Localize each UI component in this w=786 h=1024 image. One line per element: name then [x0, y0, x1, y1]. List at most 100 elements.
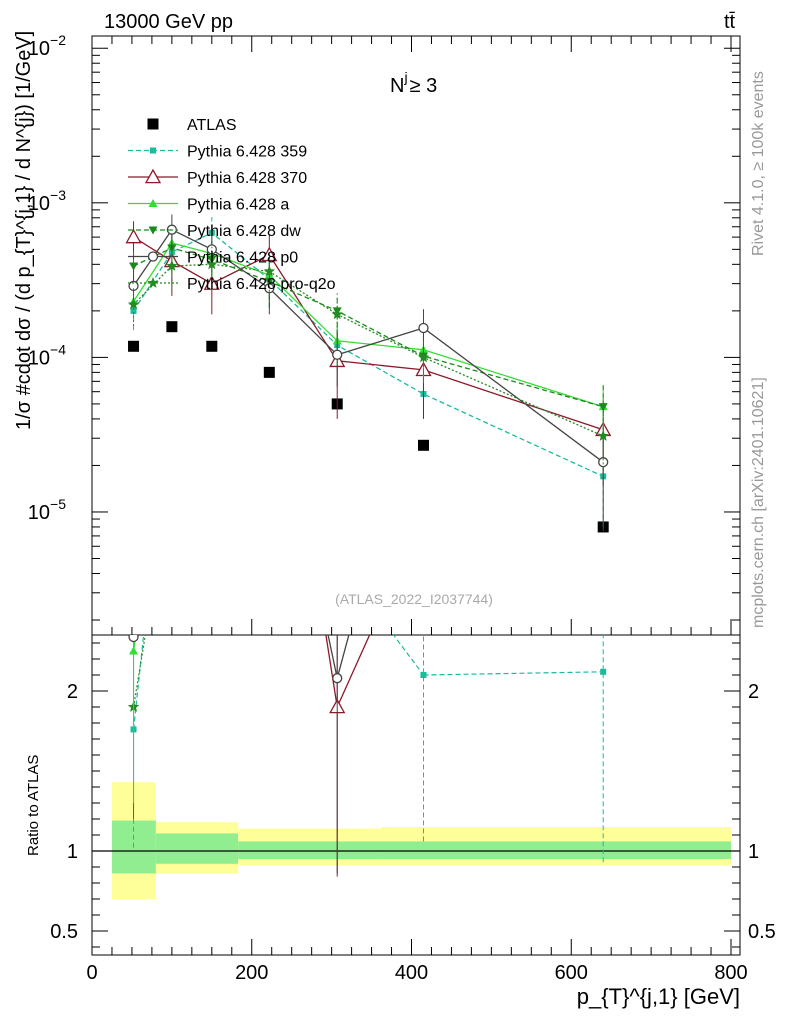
main-y-tick-base: 10 — [28, 38, 50, 60]
x-axis-label: p_{T}^{j,1} [GeV] — [577, 984, 740, 1009]
point-p370 — [125, 228, 142, 244]
ratio-band-green — [155, 833, 239, 864]
panel-label-cond: ≥ 3 — [410, 75, 438, 97]
point-pq2o — [331, 308, 343, 320]
legend-label-p359: Pythia 6.428 359 — [187, 144, 307, 161]
ratio-point-pa — [129, 646, 139, 655]
panel-label: Nj ≥ 3 — [390, 69, 437, 97]
side-label-bottom: mcplots.cern.ch [arXiv:2401.10621] — [750, 377, 767, 628]
legend-marker-atlas — [147, 118, 159, 130]
point-pp0 — [332, 349, 343, 360]
legend-entry: Pythia 6.428 dw — [128, 223, 301, 240]
main-plot-series — [125, 214, 612, 533]
legend-label-pdw: Pythia 6.428 dw — [187, 223, 301, 240]
point-pq2o — [166, 260, 178, 271]
ratio-clipped-group — [127, 635, 607, 877]
point-pq2o — [127, 298, 140, 310]
main-y-tick-exp: −4 — [50, 341, 66, 357]
point-atlas — [263, 366, 275, 378]
point-pdw — [129, 262, 139, 271]
x-tick-label: 800 — [714, 962, 747, 984]
x-tick-label: 200 — [235, 962, 268, 984]
main-y-tick-base: 10 — [28, 347, 50, 369]
legend-marker-p359 — [150, 147, 156, 154]
legend-label-pq2o: Pythia 6.428 pro-q2o — [187, 276, 336, 293]
ratio-y-tick-label-left: 0.5 — [50, 921, 78, 943]
legend-entry: ATLAS — [147, 117, 237, 134]
legend: ATLAS Pythia 6.428 359 Pythia 6.428 370 Pyt… — [128, 117, 336, 293]
legend-entry: Pythia 6.428 p0 — [128, 250, 298, 267]
ratio-plot-series — [127, 635, 607, 877]
main-y-tick-label: 10−5 — [28, 496, 66, 524]
main-y-tick-label: 10−4 — [28, 341, 66, 369]
point-pq2o — [263, 265, 275, 277]
analysis-watermark: (ATLAS_2022_I2037744) — [335, 591, 493, 607]
ratio-line-p359-mid — [392, 635, 424, 676]
main-y-tick-exp: −3 — [50, 187, 66, 203]
x-tick-label: 0 — [86, 962, 97, 984]
point-pdw — [598, 403, 608, 412]
main-y-tick-base: 10 — [28, 502, 50, 524]
ratio-y-tick-label-right: 1 — [748, 841, 759, 863]
ratio-line-p370 — [325, 635, 371, 710]
side-label-top: Rivet 4.1.0, ≥ 100k events — [750, 71, 767, 256]
ratio-point-pp0 — [332, 673, 343, 684]
panel-label-sup: j — [403, 69, 407, 85]
ratio-point-p359 — [420, 672, 427, 678]
ratio-y-tick-label-right: 0.5 — [748, 921, 776, 943]
legend-label-pp0: Pythia 6.428 p0 — [187, 250, 298, 267]
point-pq2o — [417, 351, 430, 363]
point-pp0 — [418, 322, 429, 334]
x-tick-label: 600 — [555, 962, 588, 984]
legend-marker-p370 — [144, 168, 162, 184]
legend-label-atlas: ATLAS — [187, 117, 237, 134]
panel-label-n: N — [390, 75, 404, 97]
legend-marker-pp0 — [147, 251, 159, 262]
series-line-p359 — [132, 232, 604, 477]
ratio-y-tick-label-right: 2 — [748, 681, 759, 703]
axes-ticks — [91, 36, 740, 955]
point-atlas — [128, 340, 140, 352]
legend-label-pa: Pythia 6.428 a — [187, 197, 289, 214]
legend-entry: Pythia 6.428 370 — [128, 168, 307, 187]
legend-entry: Pythia 6.428 a — [128, 197, 289, 214]
series-line-pdw — [133, 247, 604, 408]
series-line-pa — [132, 242, 604, 408]
ratio-point-pp0-edge — [128, 635, 139, 643]
ratio-line-pq2o — [132, 635, 146, 708]
main-y-tick-exp: −2 — [50, 32, 66, 48]
series-pq2o — [127, 246, 609, 477]
x-tick-label: 400 — [395, 962, 428, 984]
point-atlas — [206, 340, 218, 352]
ratio-y-tick-label-left: 1 — [67, 841, 78, 863]
ratio-uncertainty-bands — [92, 782, 740, 899]
point-atlas — [417, 439, 429, 451]
ratio-point-p359 — [600, 668, 607, 675]
ratio-plot-frame — [91, 634, 741, 956]
main-y-tick-label: 10−2 — [28, 32, 66, 60]
point-pq2o — [597, 430, 609, 441]
point-pp0 — [128, 280, 139, 292]
ratio-band-green — [381, 841, 731, 859]
point-pp0 — [206, 244, 217, 255]
series-pp0 — [128, 214, 609, 532]
ratio-band-green — [238, 841, 382, 859]
header-right-title: tt̄ — [724, 11, 736, 33]
legend-marker-pa — [148, 199, 158, 207]
ratio-y-axis-label: Ratio to ATLAS — [25, 755, 42, 856]
main-y-axis-label: 1/σ #cdot dσ / (d p_{T}^{j,1} / d N^{j})… — [13, 31, 35, 430]
legend-entry: Pythia 6.428 pro-q2o — [128, 276, 336, 293]
main-y-tick-label: 10−3 — [28, 187, 66, 215]
point-atlas — [166, 321, 178, 333]
point-pq2o — [206, 258, 218, 270]
legend-label-p370: Pythia 6.428 370 — [187, 170, 307, 187]
legend-entry: Pythia 6.428 359 — [128, 144, 307, 161]
ratio-line-p359-right — [423, 671, 604, 676]
ratio-line-pa — [132, 635, 137, 652]
legend-marker-pq2o — [147, 277, 159, 288]
series-atlas — [128, 321, 609, 533]
legend-marker-pdw — [148, 226, 158, 235]
